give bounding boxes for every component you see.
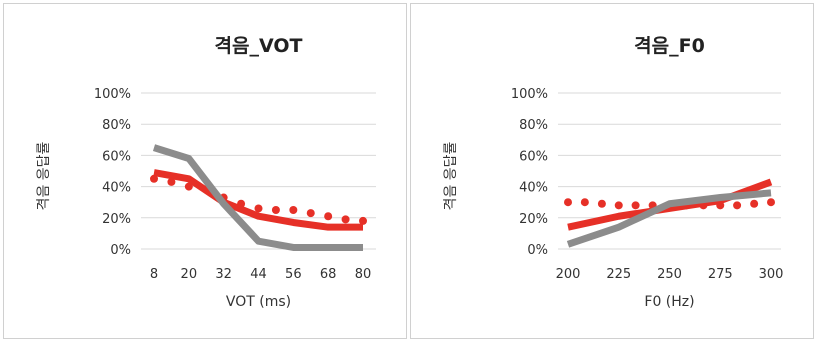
series-2 <box>152 144 363 251</box>
data-point <box>614 201 623 210</box>
x-tick-label: 250 <box>657 267 682 282</box>
data-point <box>324 212 333 221</box>
x-axis-label: VOT (ms) <box>226 294 291 310</box>
data-point <box>564 198 572 207</box>
chart-panel-vot: 0% 20% 40% 60% 80% 100% 8 20 32 44 56 68 80 격음_VOT VOT… <box>3 3 407 339</box>
x-tick-label: 56 <box>285 267 302 282</box>
data-point <box>733 201 742 210</box>
data-point <box>750 199 759 208</box>
y-tick-label: 60% <box>102 149 131 164</box>
data-point <box>271 206 280 214</box>
data-point <box>359 216 367 225</box>
y-tick-label: 100% <box>511 87 548 102</box>
y-tick-label: 40% <box>102 181 131 196</box>
y-tick-label: 60% <box>519 149 548 164</box>
x-tick-label: 8 <box>150 267 158 282</box>
y-tick-label: 0% <box>110 243 131 258</box>
data-point <box>580 198 589 207</box>
data-point <box>597 199 606 208</box>
data-point <box>150 174 158 183</box>
chart-title: 격음_VOT <box>215 35 303 57</box>
x-tick-label: 275 <box>708 267 733 282</box>
data-point <box>306 209 315 218</box>
y-tick-label: 20% <box>102 212 131 227</box>
data-point <box>289 206 298 214</box>
y-tick-label: 40% <box>519 181 548 196</box>
x-tick-label: 20 <box>181 267 198 282</box>
x-tick-label: 32 <box>215 267 232 282</box>
x-axis-label: F0 (Hz) <box>644 294 694 310</box>
data-point <box>254 204 263 213</box>
x-tick-label: 300 <box>759 267 784 282</box>
series-1 <box>153 169 363 231</box>
y-tick-label: 100% <box>94 87 131 102</box>
data-point <box>184 182 193 191</box>
series-2 <box>566 189 772 248</box>
y-axis-label: 격음 응답률 <box>443 141 459 210</box>
x-tick-label: 44 <box>250 267 267 282</box>
y-tick-label: 0% <box>527 243 548 258</box>
series-line <box>152 144 363 251</box>
x-tick-label: 68 <box>320 267 337 282</box>
x-tick-label: 225 <box>606 267 631 282</box>
x-tick-label: 80 <box>355 267 372 282</box>
vot-chart: 0% 20% 40% 60% 80% 100% 8 20 32 44 56 68 80 격음_VOT VOT… <box>36 35 376 310</box>
f0-chart: 0% 20% 40% 60% 80% 100% 200 225 250 275 300 격음_F0 F0… <box>443 35 784 310</box>
y-tick-label: 80% <box>102 118 131 133</box>
series-line <box>153 169 363 231</box>
data-point <box>631 201 640 210</box>
data-point <box>767 198 775 207</box>
data-point <box>167 177 176 186</box>
series-line <box>566 189 772 248</box>
y-tick-label: 20% <box>519 212 548 227</box>
x-tick-label: 200 <box>556 267 581 282</box>
y-tick-label: 80% <box>519 118 548 133</box>
chart-panel-f0: 0% 20% 40% 60% 80% 100% 200 225 250 275 300 격음_F0 F0… <box>410 3 814 339</box>
y-axis-label: 격음 응답률 <box>36 141 52 210</box>
data-point <box>341 215 350 224</box>
chart-title: 격음_F0 <box>634 35 705 57</box>
